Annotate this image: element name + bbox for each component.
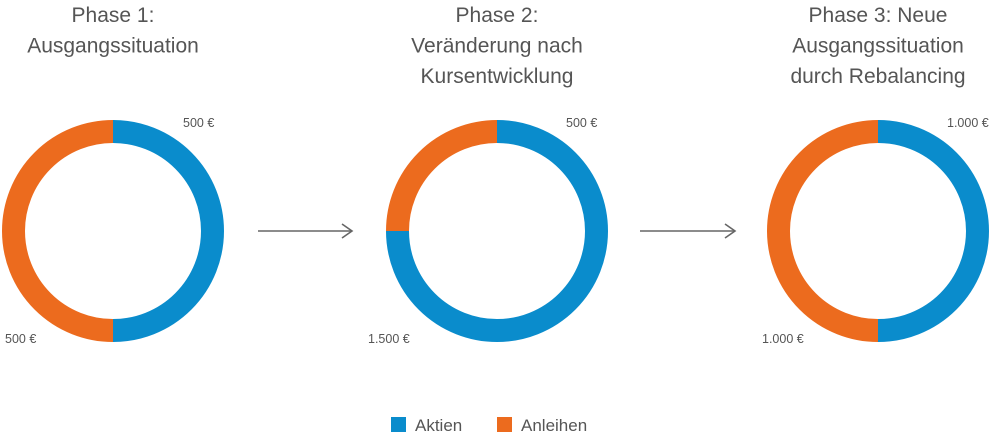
chart-title-line: Ausgangssituation <box>792 35 964 58</box>
value-label-aktien: 1.500 € <box>368 332 410 346</box>
donut-segment-aktien <box>877 120 989 342</box>
chart-title-line: Phase 3: Neue <box>809 4 948 27</box>
value-label-aktien: 500 € <box>183 116 214 130</box>
chart-title-line: Phase 1: <box>72 4 155 27</box>
legend-label-anleihen: Anleihen <box>521 416 587 435</box>
donut-segment-anleihen <box>2 120 114 342</box>
chart-title-line: Kursentwicklung <box>421 65 574 88</box>
donut-segment-anleihen <box>767 120 879 342</box>
legend-label-aktien: Aktien <box>415 416 462 435</box>
chart-title-line: durch Rebalancing <box>790 65 965 88</box>
legend-swatch-anleihen <box>497 417 512 432</box>
donut-segment-aktien <box>386 120 608 342</box>
donut-chart-3: Phase 3: Neue Ausgangssituation durch Reba… <box>762 4 989 346</box>
donut-segment-aktien <box>112 120 224 342</box>
value-label-anleihen: 500 € <box>566 116 597 130</box>
chart-title-line: Veränderung nach <box>411 35 583 58</box>
value-label-anleihen: 500 € <box>5 332 36 346</box>
donut-chart-2: Phase 2: Veränderung nach Kursentwicklung 1… <box>368 4 608 346</box>
legend-swatch-aktien <box>391 417 406 432</box>
chart-title-line: Phase 2: <box>456 4 539 27</box>
value-label-aktien: 1.000 € <box>947 116 989 130</box>
donut-segment-anleihen <box>386 120 498 232</box>
arrow-icon <box>258 223 354 239</box>
value-label-anleihen: 1.000 € <box>762 332 804 346</box>
chart-title-line: Ausgangssituation <box>27 35 199 58</box>
legend: Aktien Anleihen <box>391 416 587 435</box>
arrow-icon <box>640 223 737 239</box>
donut-chart-1: Phase 1: Ausgangssituation 500 € 500 € <box>2 4 224 346</box>
